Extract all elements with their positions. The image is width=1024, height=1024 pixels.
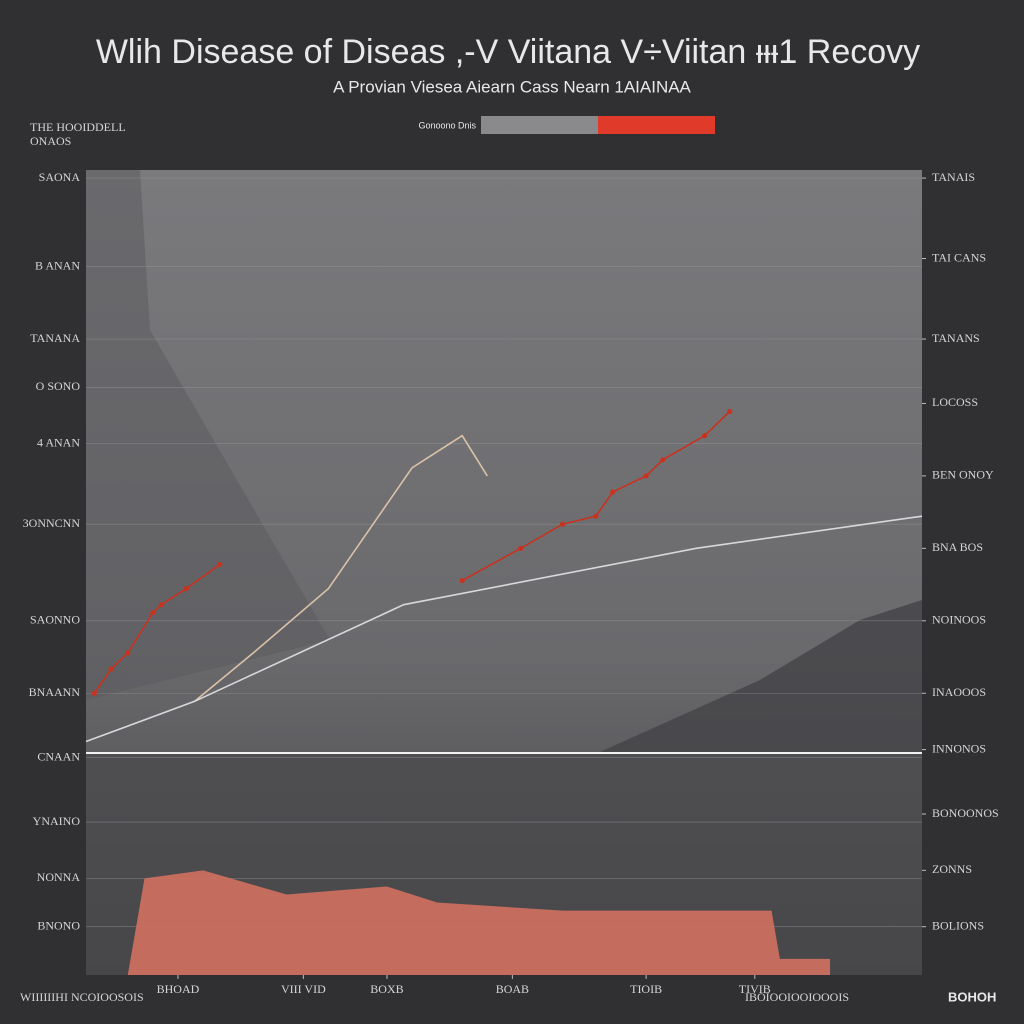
y2-tick-label: BOLIONS <box>932 918 984 932</box>
y-tick-label: YNAINO <box>33 814 81 828</box>
y2-tick-label: INNONOS <box>932 741 986 755</box>
shade <box>86 170 330 700</box>
chart-title: Wlih Disease of Diseas ,-V Viitana V÷Vii… <box>96 33 920 71</box>
point <box>217 561 223 568</box>
y2-tick-label: LOCOSS <box>932 395 978 409</box>
annotation: BOHOH <box>948 989 996 1004</box>
point <box>125 650 131 656</box>
x-tick-label: TIOIB <box>630 982 662 996</box>
point <box>518 545 524 551</box>
point <box>108 666 114 672</box>
x-tick-label: BOAB <box>496 982 529 996</box>
x-tick-label: VIII VID <box>281 982 326 996</box>
point <box>183 586 189 592</box>
line <box>85 515 923 743</box>
y2-tick-label: NOINOOS <box>932 613 986 627</box>
y2-tick-label: TANANS <box>932 331 980 345</box>
annotation: THE HOOIDDELL <box>30 120 126 134</box>
point <box>610 489 616 495</box>
y-tick-label: BNONO <box>37 918 80 932</box>
point <box>593 513 599 519</box>
point <box>158 602 164 608</box>
y-tick-label: SAONNO <box>30 613 80 627</box>
y-tick-label: 4 ANAN <box>37 435 80 449</box>
point <box>559 521 566 527</box>
y2-tick-label: INAOOOS <box>932 685 986 699</box>
x-tick-label: TIVIB <box>739 982 771 996</box>
annotation: IBOIOOIOOIOOOIS <box>745 990 849 1004</box>
annotation: ONAOS <box>30 134 71 148</box>
y-tick-label: NONNA <box>37 870 81 884</box>
point <box>702 433 708 439</box>
x-tick-label: BHOAD <box>157 982 200 996</box>
y-tick-label: CNAAN <box>37 749 80 763</box>
point <box>643 473 649 479</box>
chart-subtitle: A Provian Viesea Aiearn Cass Nearn 1AIAI… <box>333 77 691 96</box>
area <box>127 870 831 975</box>
y2-tick-label: BNA BOS <box>932 540 983 554</box>
y2-tick-label: ZONNS <box>932 862 972 876</box>
point <box>660 457 666 463</box>
point <box>459 577 465 584</box>
y-tick-label: 3ONNCNN <box>23 516 81 530</box>
y-tick-label: BNAANN <box>29 685 81 699</box>
y-tick-label: O SONO <box>36 379 81 393</box>
x-tick-label: BOXB <box>370 982 403 996</box>
y-tick-label: B ANAN <box>35 258 80 272</box>
legend-swatch <box>481 116 598 134</box>
point <box>150 610 156 616</box>
line <box>194 434 488 702</box>
y2-tick-label: BEN ONOY <box>932 468 994 482</box>
legend-label: Gonoono Dnis <box>418 120 476 130</box>
y-tick-label: SAONA <box>39 170 81 184</box>
point <box>91 690 97 696</box>
y2-tick-label: TAI CANS <box>932 250 986 264</box>
y-tick-label: TANANA <box>30 331 80 345</box>
point <box>727 408 733 415</box>
y2-tick-label: BONOONOS <box>932 806 999 820</box>
shade <box>600 600 922 752</box>
annotation: WIIIIIIHI NCOIOOSOIS <box>20 990 144 1004</box>
y2-tick-label: TANAIS <box>932 170 975 184</box>
legend-swatch <box>598 116 715 134</box>
